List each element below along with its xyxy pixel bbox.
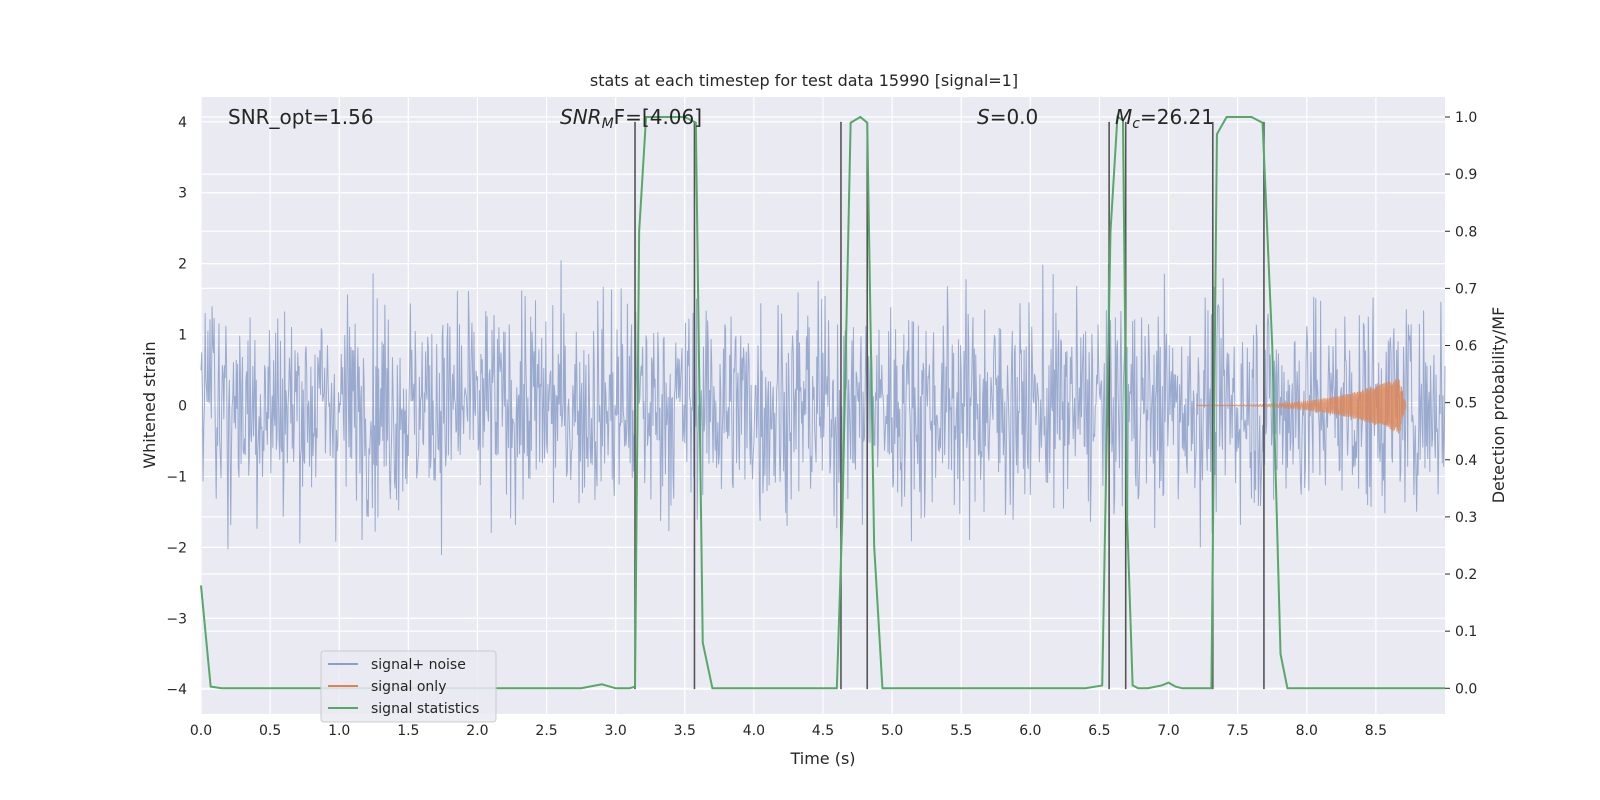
annotation-s-rest: =0.0	[990, 105, 1039, 129]
y-tick-label-left: 2	[178, 257, 187, 273]
series-signal-only	[1196, 378, 1407, 434]
y-tick-label-right: 0.9	[1455, 167, 1477, 183]
y-tick-label-left: 0	[178, 399, 187, 415]
y-axis-left-label: Whitened strain	[140, 341, 159, 468]
x-tick-label: 4.0	[743, 723, 765, 739]
y-tick-label-right: 0.3	[1455, 510, 1477, 526]
chart-title: stats at each timestep for test data 159…	[590, 71, 1018, 90]
x-tick-label: 1.0	[328, 723, 350, 739]
x-tick-label: 6.0	[1019, 723, 1041, 739]
y-tick-label-left: 3	[178, 186, 187, 202]
vertical-markers	[634, 121, 1265, 690]
legend-box	[320, 650, 497, 723]
y-axis-right-ticks: 1.0 0.9 0.8 0.7 0.6 0.5 0.4 0.3 0.2 0.1 0.0	[1445, 110, 1477, 697]
y-tick-label-right: 0.2	[1455, 567, 1477, 583]
y-tick-label-right: 1.0	[1455, 110, 1477, 126]
x-tick-label: 0.5	[259, 723, 281, 739]
signal-noise-trace	[200, 260, 1446, 556]
x-tick-label: 6.5	[1088, 723, 1110, 739]
y-axis-left-ticks: 4 3 2 1 0 −1 −2 −3 −4	[166, 115, 187, 698]
y-tick-label-left: −1	[166, 469, 187, 485]
y-tick-label-right: 0.5	[1455, 396, 1477, 412]
y-tick-label-right: 0.8	[1455, 224, 1477, 240]
legend: signal+ noise signal only signal statist…	[320, 650, 497, 723]
annotation-mc-sub: c	[1132, 116, 1140, 132]
annotation-s: S=0.0	[977, 105, 1038, 129]
x-tick-label: 2.0	[466, 723, 488, 739]
x-tick-label: 5.5	[950, 723, 972, 739]
annotation-snr-mf: SNRMF=[4.06]	[560, 105, 702, 132]
series-signal-statistics	[200, 115, 1445, 690]
x-tick-label: 1.5	[397, 723, 419, 739]
legend-label-signal-noise: signal+ noise	[371, 657, 466, 673]
annotation-mc-rest: =26.21	[1140, 105, 1214, 129]
annotation-snr-opt: SNR_opt=1.56	[228, 105, 374, 129]
y-tick-label-left: −4	[166, 682, 187, 698]
y-axis-right-label: Detection probability/MF	[1489, 307, 1508, 504]
x-tick-label: 0.0	[190, 723, 212, 739]
annotation-snr-mf-sub: M	[602, 116, 614, 132]
annotation-mc-base: M	[1115, 105, 1132, 129]
y-tick-label-left: 1	[178, 328, 187, 344]
y-tick-label-right: 0.7	[1455, 281, 1477, 297]
signal-statistics-line	[200, 115, 1445, 690]
y-tick-label-right: 0.1	[1455, 624, 1477, 640]
y-tick-label-right: 0.0	[1455, 681, 1477, 697]
x-tick-label: 8.5	[1365, 723, 1387, 739]
legend-label-signal-statistics: signal statistics	[371, 701, 479, 717]
y-tick-label-right: 0.4	[1455, 453, 1477, 469]
x-tick-label: 5.0	[881, 723, 903, 739]
x-tick-label: 3.5	[674, 723, 696, 739]
y-tick-label-left: 4	[178, 115, 187, 131]
x-tick-label: 8.0	[1296, 723, 1318, 739]
x-tick-label: 7.5	[1227, 723, 1249, 739]
x-tick-label: 2.5	[535, 723, 557, 739]
y-tick-label-left: −3	[166, 611, 187, 627]
annotation-snr-mf-rest: F=[4.06]	[614, 105, 702, 129]
x-tick-label: 4.5	[812, 723, 834, 739]
y-tick-label-right: 0.6	[1455, 339, 1477, 355]
annotation-mc: Mc=26.21	[1115, 105, 1214, 132]
y-tick-label-left: −2	[166, 540, 187, 556]
x-axis-label: Time (s)	[789, 749, 855, 768]
x-axis-ticks: 0.0 0.5 1.0 1.5 2.0 2.5 3.0 3.5 4.0 4.5 5.0 5.5 6.0 6…	[190, 723, 1387, 739]
annotation-snr-mf-base: SNR	[560, 105, 602, 129]
signal-only-trace	[1196, 378, 1407, 434]
x-tick-label: 7.0	[1157, 723, 1179, 739]
series-signal-noise	[200, 260, 1446, 556]
legend-label-signal-only: signal only	[371, 679, 446, 695]
annotation-s-base: S	[977, 105, 990, 129]
x-tick-label: 3.0	[605, 723, 627, 739]
